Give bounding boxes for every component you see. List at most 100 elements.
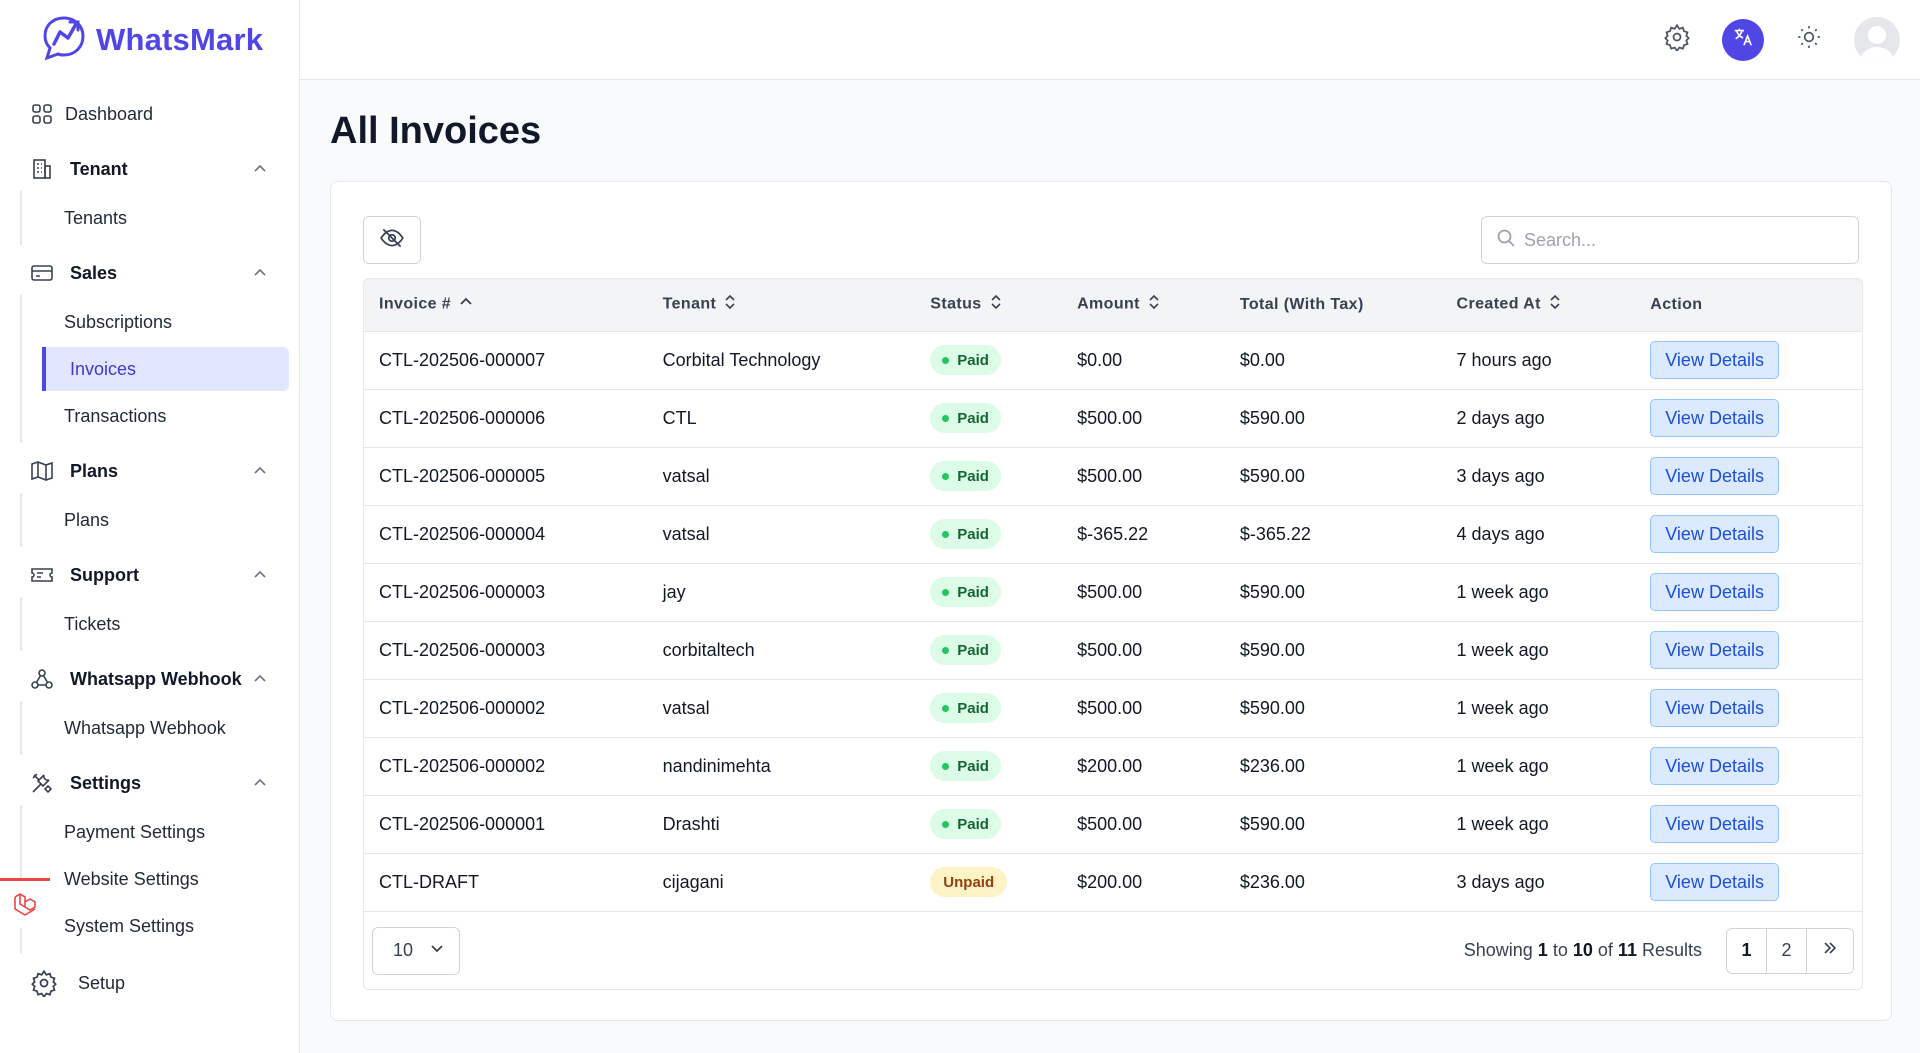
nav-group-support-toggle[interactable]: Support xyxy=(0,553,299,597)
search-icon xyxy=(1496,228,1516,253)
cell-total: $590.00 xyxy=(1239,407,1305,428)
nav-group-tenant: Tenant Tenants xyxy=(0,147,299,245)
nav-group-label: Settings xyxy=(70,772,142,793)
sidebar-item-payment-settings[interactable]: Payment Settings xyxy=(64,821,206,842)
table-row: CTL-202506-000003 corbitaltech Paid $500.00… xyxy=(364,621,1862,679)
sidebar-item-subscriptions[interactable]: Subscriptions xyxy=(64,311,173,332)
whatsmark-logo-icon xyxy=(40,14,88,67)
cell-created-at: 7 hours ago xyxy=(1456,349,1552,370)
sidebar-item-plans[interactable]: Plans xyxy=(64,509,110,530)
cell-status: Paid xyxy=(915,389,1062,447)
view-details-button[interactable]: View Details xyxy=(1650,341,1779,379)
view-details-button[interactable]: View Details xyxy=(1650,689,1779,727)
status-badge: Paid xyxy=(930,403,1001,433)
column-header-invoice[interactable]: Invoice # xyxy=(364,279,648,331)
invoices-card: Invoice # Tenant Status Amount Total (Wi… xyxy=(330,181,1892,1021)
cell-status: Paid xyxy=(915,447,1062,505)
cell-invoice-number: CTL-202506-000007 xyxy=(379,349,546,370)
view-details-button[interactable]: View Details xyxy=(1650,515,1779,553)
view-details-button[interactable]: View Details xyxy=(1650,457,1779,495)
cell-created-at: 2 days ago xyxy=(1456,407,1545,428)
sidebar-item-website-settings[interactable]: Website Settings xyxy=(64,868,199,889)
brand[interactable]: WhatsMark xyxy=(0,0,299,80)
chevron-up-icon xyxy=(251,670,269,688)
nav-group-label: Support xyxy=(70,564,139,585)
nav-group-sales-toggle[interactable]: Sales xyxy=(0,251,299,295)
translate-icon xyxy=(1732,26,1754,53)
status-badge: Paid xyxy=(930,751,1001,781)
cell-total: $-365.22 xyxy=(1239,523,1311,544)
cell-amount: $500.00 xyxy=(1077,465,1143,486)
cell-invoice-number: CTL-DRAFT xyxy=(379,871,479,892)
column-header-tenant[interactable]: Tenant xyxy=(648,279,916,331)
sort-icon xyxy=(990,294,1002,315)
search-input[interactable] xyxy=(1524,229,1844,251)
per-page-select[interactable]: 10 xyxy=(372,926,460,975)
column-header-status[interactable]: Status xyxy=(915,279,1062,331)
nav-group-plans-toggle[interactable]: Plans xyxy=(0,449,299,493)
results-prefix: Showing xyxy=(1463,940,1533,960)
page-1-button[interactable]: 1 xyxy=(1727,928,1767,973)
grid-icon xyxy=(30,102,54,126)
nav-group-items: Tickets xyxy=(20,597,299,651)
language-button[interactable] xyxy=(1722,18,1764,61)
chevron-down-icon xyxy=(429,940,445,961)
sidebar-item-invoices[interactable]: Invoices xyxy=(42,347,289,391)
nav-group-settings-toggle[interactable]: Settings xyxy=(0,761,299,805)
chevron-up-icon xyxy=(251,264,269,282)
cell-status: Paid xyxy=(915,563,1062,621)
cell-action: View Details xyxy=(1635,447,1862,505)
settings-button[interactable] xyxy=(1656,19,1698,61)
column-header-label: Tenant xyxy=(662,295,717,313)
nav-group-whatsapp-webhook-toggle[interactable]: Whatsapp Webhook xyxy=(0,657,299,701)
cell-tenant: vatsal xyxy=(662,465,710,486)
results-summary: Showing 1 to 10 of 11 Results xyxy=(1464,940,1702,961)
view-details-button[interactable]: View Details xyxy=(1650,573,1779,611)
view-details-button[interactable]: View Details xyxy=(1650,863,1779,902)
sidebar-item-setup[interactable]: Setup xyxy=(0,961,299,1005)
cell-total: $590.00 xyxy=(1239,465,1305,486)
view-details-button[interactable]: View Details xyxy=(1650,399,1779,437)
page-title: All Invoices xyxy=(330,110,542,152)
view-details-button[interactable]: View Details xyxy=(1650,747,1779,785)
cell-invoice-number: CTL-202506-000005 xyxy=(379,465,546,486)
cell-invoice-number: CTL-202506-000006 xyxy=(379,407,546,428)
view-details-button[interactable]: View Details xyxy=(1650,631,1779,669)
cell-action: View Details xyxy=(1635,563,1862,621)
laravel-debugbar-icon[interactable] xyxy=(0,878,50,928)
cell-tenant: corbitaltech xyxy=(662,639,755,660)
sidebar-item-transactions[interactable]: Transactions xyxy=(64,405,167,426)
next-page-button[interactable] xyxy=(1807,929,1853,973)
table-row: CTL-202506-000005 vatsal Paid $500.00 $590.0… xyxy=(364,447,1862,505)
results-from: 1 xyxy=(1537,940,1548,960)
content: All Invoices xyxy=(300,80,1920,1021)
sidebar-item-whatsapp-webhook[interactable]: Whatsapp Webhook xyxy=(64,717,226,738)
column-header-total: Total (With Tax) xyxy=(1225,279,1442,331)
theme-toggle-button[interactable] xyxy=(1788,19,1830,61)
view-details-button[interactable]: View Details xyxy=(1650,805,1779,843)
sidebar-item-tickets[interactable]: Tickets xyxy=(64,613,121,634)
cell-created-at: 1 week ago xyxy=(1456,813,1549,834)
nav-group-settings: Settings Payment Settings Website Settin… xyxy=(0,761,299,953)
avatar[interactable] xyxy=(1854,16,1900,63)
cell-total: $0.00 xyxy=(1239,349,1285,370)
nav-group-tenant-toggle[interactable]: Tenant xyxy=(0,147,299,191)
sidebar-item-system-settings[interactable]: System Settings xyxy=(64,915,195,936)
table-row: CTL-202506-000002 nandinimehta Paid $200.00… xyxy=(364,737,1862,795)
results-to: 10 xyxy=(1572,940,1593,960)
column-visibility-button[interactable] xyxy=(363,216,421,264)
page-2-button[interactable]: 2 xyxy=(1767,928,1807,973)
results-of-word: of xyxy=(1597,940,1613,960)
table-body: CTL-202506-000007 Corbital Technology Paid… xyxy=(364,331,1862,911)
cell-invoice-number: CTL-202506-000003 xyxy=(379,581,546,602)
cell-created-at: 4 days ago xyxy=(1456,523,1545,544)
column-header-created-at[interactable]: Created At xyxy=(1442,279,1636,331)
cell-total: $236.00 xyxy=(1239,871,1305,892)
sidebar-item-tenants[interactable]: Tenants xyxy=(64,207,128,228)
sidebar-item-dashboard[interactable]: Dashboard xyxy=(0,92,299,136)
cell-total: $590.00 xyxy=(1239,697,1305,718)
status-badge: Paid xyxy=(930,577,1001,607)
map-icon xyxy=(30,459,54,483)
cell-amount: $200.00 xyxy=(1077,755,1143,776)
column-header-amount[interactable]: Amount xyxy=(1062,279,1225,331)
